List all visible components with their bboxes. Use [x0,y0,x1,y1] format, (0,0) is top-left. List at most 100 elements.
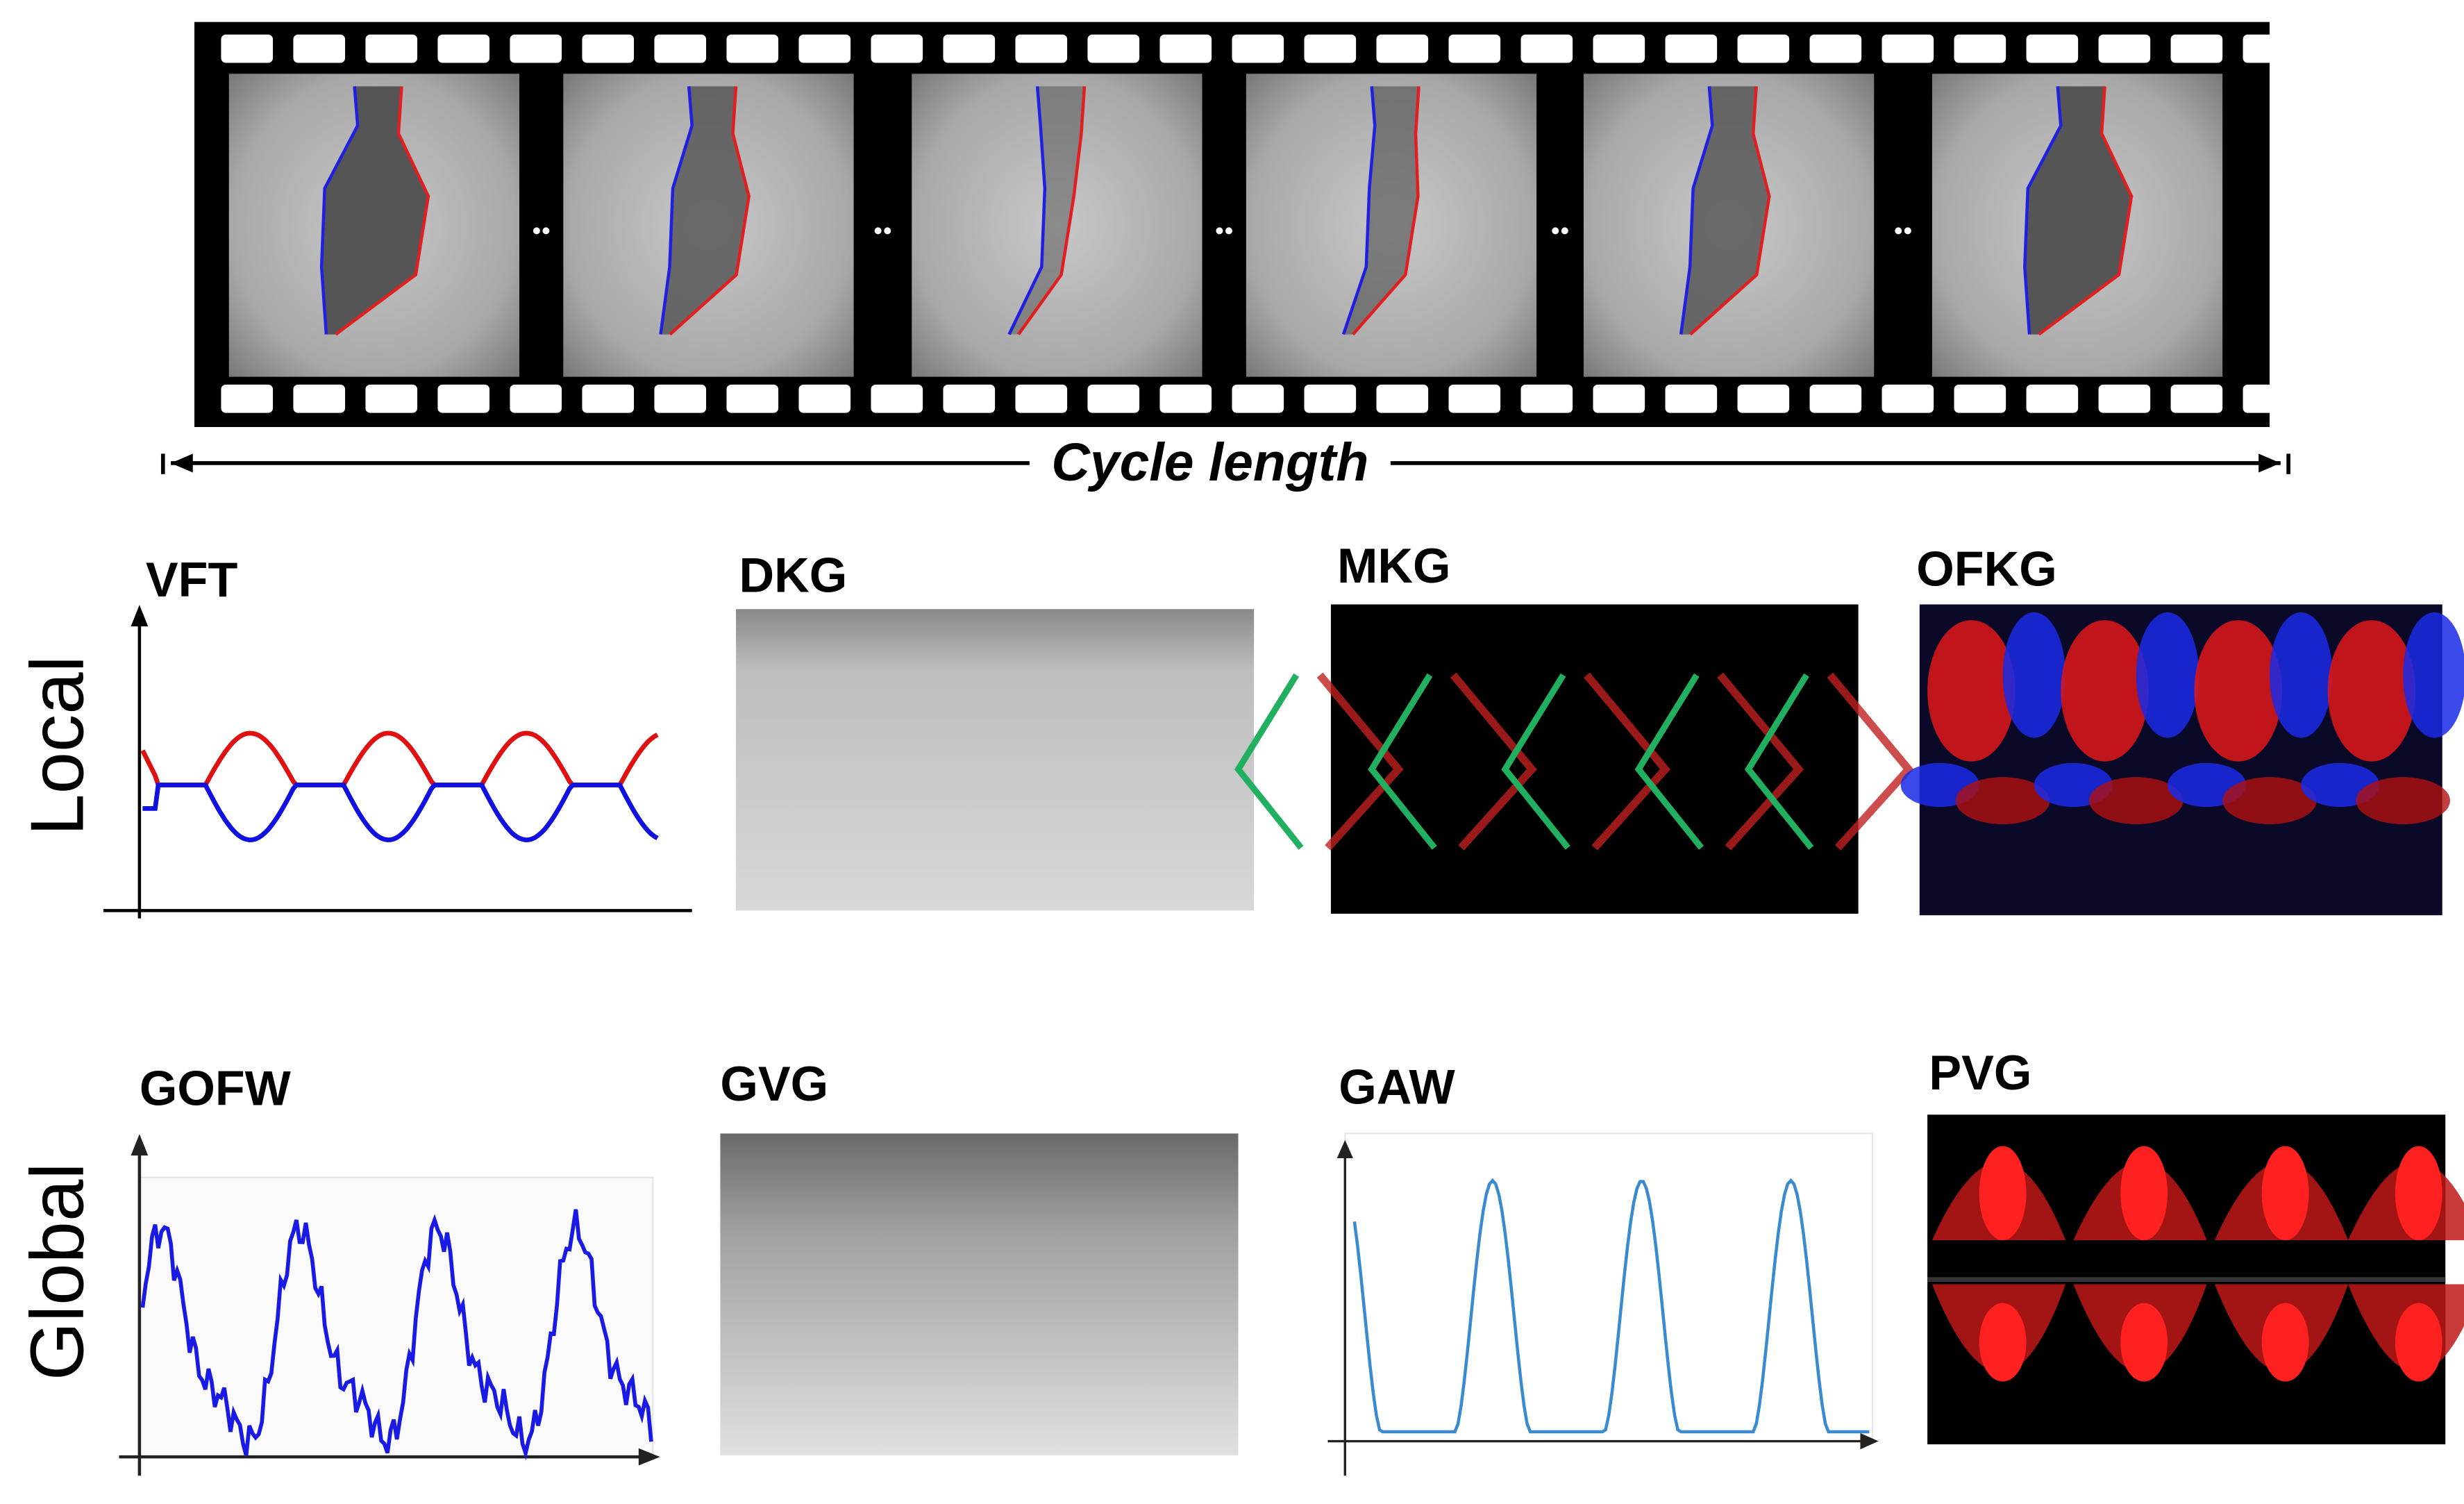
hole [943,384,996,413]
red-core [2120,1146,2168,1241]
hole [582,384,635,413]
hole [1665,34,1718,63]
panel-label: OFKG [1916,542,2056,596]
edge-left [1679,86,1714,335]
gaw-curve [1352,1178,1870,1434]
edge-left [1341,86,1377,335]
hole [2170,384,2223,413]
hole [293,384,346,413]
edge-left [2023,86,2063,335]
frames [228,74,2223,377]
hole [798,384,851,413]
hole [1232,34,1284,63]
edge-right [669,86,751,336]
hole [365,34,418,63]
glottis [321,86,428,335]
red-core [2120,1303,2168,1382]
panel-label: VFT [146,553,238,607]
red-core [1979,1146,2027,1241]
hole [1304,384,1357,413]
edge-right [2038,86,2134,336]
red-blob [2194,620,2283,762]
panel-label: GAW [1339,1060,1455,1114]
glottis [1009,86,1084,335]
edge-left [659,86,694,335]
gofw-curve [140,1209,653,1461]
green-zig [1501,673,1570,850]
hole [2098,384,2151,413]
green-zig [1234,673,1304,850]
edge-left [319,86,360,335]
gaw-axes [1327,1139,1879,1476]
hole [510,34,562,63]
hole [221,384,274,413]
red-core [2395,1303,2442,1382]
dot [1904,227,1911,235]
hole [1015,34,1068,63]
red-zig [1584,672,1671,851]
hole [1881,34,1934,63]
glottis [2025,86,2132,335]
dot [1216,227,1223,235]
hole [1087,34,1140,63]
dot [874,227,882,235]
hole [726,384,779,413]
blue-blob [2269,612,2333,738]
hole [943,34,996,63]
hole [2098,34,2151,63]
panel-label: MKG [1337,539,1450,593]
blue-blob [2403,612,2464,738]
glottis [1681,86,1770,335]
edge-right [1689,86,1771,336]
panel-label: GVG [720,1057,828,1111]
red-blob [2061,620,2149,762]
hole [871,34,923,63]
hole [654,384,707,413]
hole [1954,34,2006,63]
red-zig [1316,672,1404,851]
hole [437,384,490,413]
mkg-pattern [1234,672,1914,851]
mkg-image [1330,604,1859,914]
hole [798,34,851,63]
panel-label: GOFW [140,1062,292,1116]
hole [1520,34,1573,63]
hole [1665,384,1718,413]
panel-label: PVG [1929,1046,2031,1100]
hole [2170,34,2223,63]
ofkg-pattern [1900,612,2464,825]
red-core [1979,1303,2027,1382]
hole [293,34,346,63]
green-zig [1368,673,1437,850]
gaw-frame [1344,1133,1874,1442]
dot [884,227,891,235]
red-zig [1717,672,1804,851]
edge-right [1351,86,1420,336]
dot [1552,227,1559,235]
dot [533,227,540,235]
hole [1448,384,1501,413]
hole [1737,384,1790,413]
hole [437,34,490,63]
dot [542,227,550,235]
hole [1232,384,1284,413]
hole [2026,384,2079,413]
dot [1225,227,1232,235]
film-strip [194,22,2270,427]
gofw-frame [138,1176,654,1458]
red-blob [2356,777,2451,825]
hole [582,34,635,63]
hole [1376,34,1429,63]
pvg-pattern [1927,1146,2464,1382]
hole [871,384,923,413]
edge-right [1017,86,1087,335]
red-zig [1827,672,1914,851]
hole [1015,384,1068,413]
hole [2243,384,2295,413]
vft-red [140,730,659,787]
gvg-image [720,1133,1239,1455]
hole [221,34,274,63]
hole [1809,384,1862,413]
glottis [1343,86,1419,335]
